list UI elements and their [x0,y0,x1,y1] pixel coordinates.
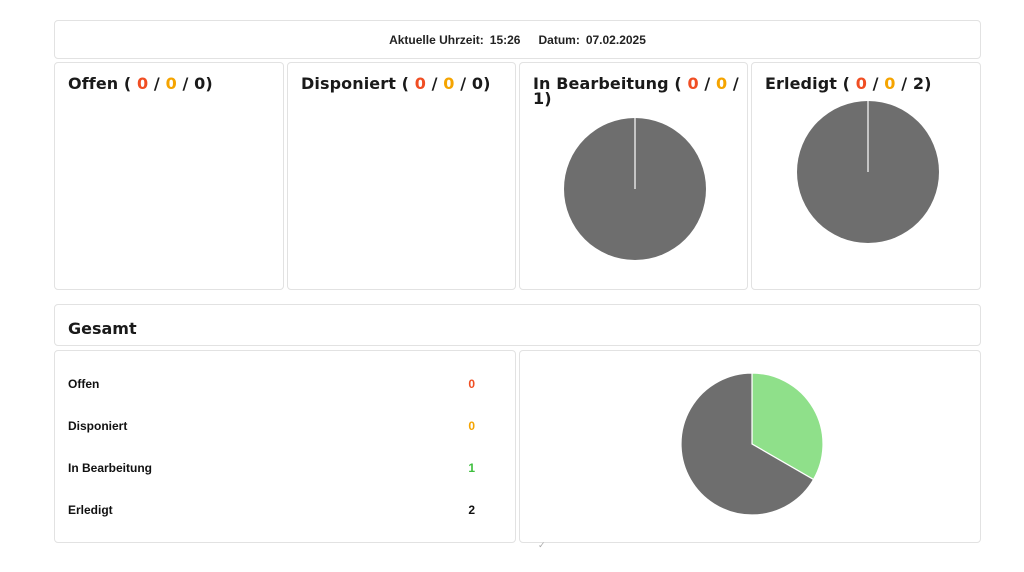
card-offen-orange-count: 0 [165,74,177,93]
card-in-bearbeitung-total: 1 [533,89,545,108]
card-in-bearbeitung-red-count: 0 [687,74,699,93]
card-in-bearbeitung: In Bearbeitung ( 0 / 0 / 1) [519,62,748,290]
gesamt-row-label: In Bearbeitung [68,461,153,475]
card-in-bearbeitung-label: In Bearbeitung [533,74,669,93]
time-value: 15:26 [489,32,521,47]
pie-chart-in-bearbeitung[interactable] [563,117,707,261]
card-disponiert-title: Disponiert ( 0 / 0 / 0) [301,74,491,93]
gesamt-row-erledigt: Erledigt 2 [68,503,475,519]
pie-slice-in-bearbeitung[interactable] [751,372,824,481]
time-date-row: Aktuelle Uhrzeit: 15:26 Datum: 07.02.202… [55,21,980,58]
gesamt-row-label: Offen [68,377,100,391]
gesamt-row-in-bearbeitung: In Bearbeitung 1 [68,461,475,477]
gesamt-row-label: Disponiert [68,419,128,433]
gesamt-title: Gesamt [68,319,137,338]
gesamt-row-label: Erledigt [68,503,113,517]
card-disponiert-red-count: 0 [414,74,426,93]
card-disponiert: Disponiert ( 0 / 0 / 0) [287,62,516,290]
card-disponiert-orange-count: 0 [443,74,455,93]
date-label: Datum: [538,32,580,47]
card-erledigt-red-count: 0 [855,74,867,93]
card-disponiert-total: 0 [471,74,484,93]
cursor-mark: ✓ [538,540,546,550]
card-offen-title: Offen ( 0 / 0 / 0) [68,74,213,93]
card-offen: Offen ( 0 / 0 / 0) [54,62,284,290]
card-offen-label: Offen [68,74,119,93]
gesamt-header: Gesamt [54,304,981,346]
pie-chart-erledigt[interactable] [796,100,940,244]
gesamt-list-card: Offen 0 Disponiert 0 In Bearbeitung 1 Er… [54,350,516,543]
card-erledigt-label: Erledigt [765,74,837,93]
card-in-bearbeitung-orange-count: 0 [716,74,728,93]
card-erledigt-title: Erledigt ( 0 / 0 / 2) [765,74,932,93]
card-erledigt-total: 2 [912,74,925,93]
gesamt-chart-card [519,350,981,543]
gesamt-row-value: 0 [468,419,475,433]
gesamt-row-value: 2 [468,503,475,517]
card-disponiert-label: Disponiert [301,74,396,93]
date-value: 07.02.2025 [585,32,646,47]
card-offen-red-count: 0 [137,74,149,93]
pie-chart-gesamt[interactable] [679,371,825,517]
gesamt-row-disponiert: Disponiert 0 [68,419,475,435]
gesamt-row-value: 0 [468,377,475,391]
card-in-bearbeitung-title: In Bearbeitung ( 0 / 0 / 1) [533,74,739,108]
time-label: Aktuelle Uhrzeit: [389,32,484,47]
card-offen-total: 0 [194,74,206,93]
time-date-bar: Aktuelle Uhrzeit: 15:26 Datum: 07.02.202… [54,20,981,59]
card-erledigt: Erledigt ( 0 / 0 / 2) [751,62,981,290]
gesamt-row-value: 1 [468,461,475,475]
gesamt-row-offen: Offen 0 [68,377,475,393]
pie-slice-erledigt[interactable] [680,372,815,516]
card-erledigt-orange-count: 0 [884,74,896,93]
